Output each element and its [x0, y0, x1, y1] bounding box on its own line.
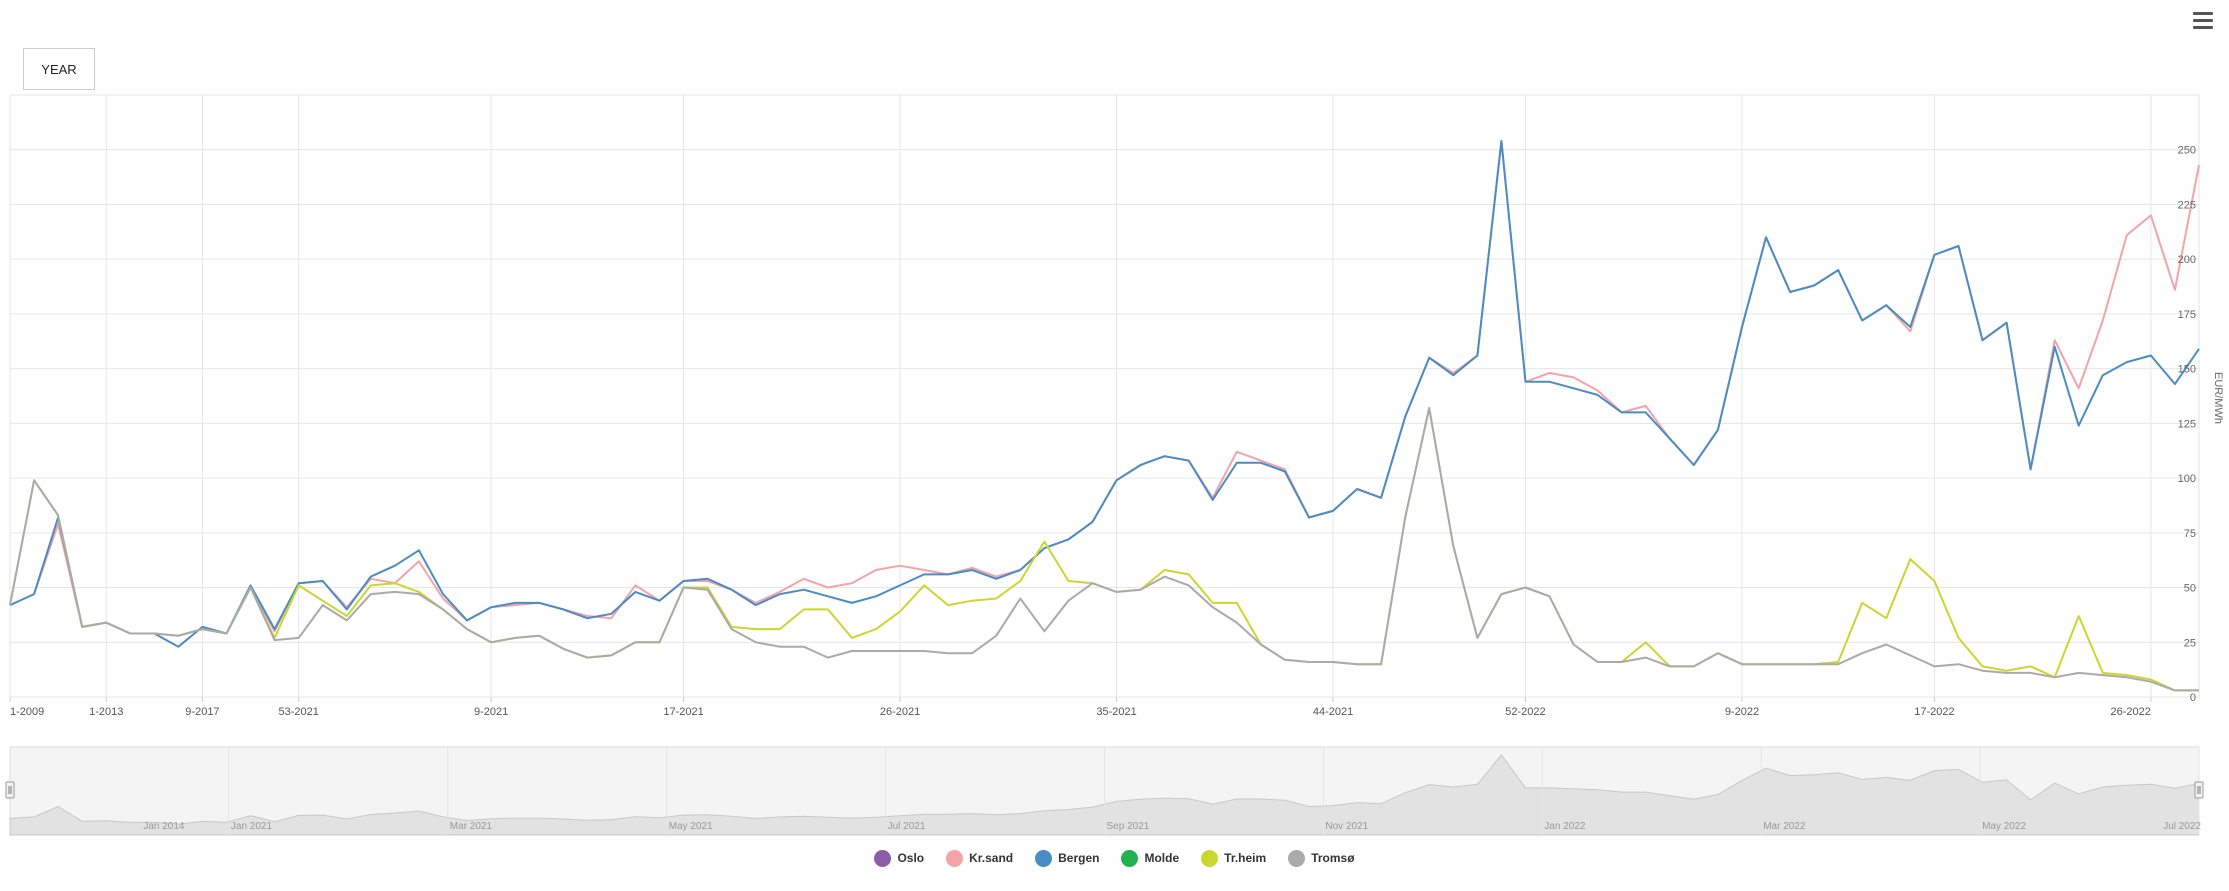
y-axis-ticks: 0 25 50 75 100 125 150 175 200 225 250: [2178, 145, 2196, 704]
x-tick-label: 17-2021: [663, 706, 703, 718]
y-tick-label: 250: [2178, 145, 2196, 157]
legend-item-bergen[interactable]: Bergen: [1035, 849, 1100, 867]
legend-marker: [1288, 849, 1306, 867]
series-line-tr-heim: [9, 407, 2199, 692]
navigator-handle-left: [5, 781, 15, 799]
legend-item-troms-[interactable]: Tromsø: [1288, 849, 1355, 867]
navigator-tick-label: Mar 2021: [450, 821, 493, 832]
plot-grid: [9, 94, 2200, 698]
legend-item-oslo[interactable]: Oslo: [874, 849, 925, 867]
y-axis-label: EUR/MWh: [2212, 372, 2224, 424]
x-tick-label: 26-2022: [2111, 706, 2151, 718]
navigator-tick-label: Jul 2022: [2163, 821, 2201, 832]
navigator-tick-label: Jan 2022: [1544, 821, 1586, 832]
chart-legend: Oslo Kr.sand Bergen Molde Tr.heim Tromsø: [0, 848, 2229, 868]
x-tick-label: 9-2017: [185, 706, 219, 718]
x-tick-label: 53-2021: [278, 706, 318, 718]
navigator-handle-right: [2194, 781, 2204, 799]
series-line-kr-sand: [9, 140, 2200, 637]
y-tick-label: 50: [2184, 583, 2196, 595]
legend-marker: [1035, 849, 1053, 867]
navigator-tick-label: Jul 2021: [888, 821, 926, 832]
navigator-tick-label: May 2021: [669, 821, 713, 832]
legend-item-molde[interactable]: Molde: [1121, 849, 1180, 867]
legend-marker: [874, 849, 892, 867]
y-tick-label: 225: [2178, 199, 2196, 211]
series-line-troms-: [9, 407, 2199, 692]
navigator-tick-label: Jan 2014: [143, 821, 185, 832]
legend-label: Bergen: [1058, 851, 1100, 865]
legend-label: Kr.sand: [969, 851, 1014, 865]
hamburger-menu-icon[interactable]: [2193, 12, 2213, 30]
legend-item-kr-sand[interactable]: Kr.sand: [946, 849, 1014, 867]
navigator-tick-label: Mar 2022: [1763, 821, 1806, 832]
navigator-frame: [9, 746, 2200, 836]
year-range-button[interactable]: YEAR: [23, 48, 95, 90]
navigator-tick-label: Sep 2021: [1107, 821, 1150, 832]
x-tick-label: 44-2021: [1313, 706, 1353, 718]
legend-marker: [1121, 849, 1139, 867]
y-tick-label: 125: [2178, 418, 2196, 430]
x-tick-label: 9-2022: [1725, 706, 1759, 718]
y-tick-label: 150: [2178, 364, 2196, 376]
x-tick-label: 1-2009: [10, 706, 44, 718]
y-tick-label: 25: [2184, 637, 2196, 649]
navigator-tick-label: Nov 2021: [1325, 821, 1368, 832]
y-tick-label: 0: [2190, 692, 2196, 704]
legend-label: Oslo: [897, 851, 925, 865]
x-tick-label: 35-2021: [1096, 706, 1136, 718]
legend-label: Tr.heim: [1224, 851, 1267, 865]
y-tick-label: 75: [2184, 528, 2196, 540]
y-tick-label: 200: [2178, 254, 2196, 266]
legend-marker: [1201, 849, 1219, 867]
x-tick-label: 9-2021: [474, 706, 508, 718]
x-tick-label: 1-2013: [89, 706, 123, 718]
legend-item-tr-heim[interactable]: Tr.heim: [1201, 849, 1267, 867]
legend-label: Tromsø: [1311, 851, 1355, 865]
x-tick-label: 26-2021: [880, 706, 920, 718]
legend-marker: [946, 849, 964, 867]
x-axis-ticks: 1-2009 1-2013 9-2017 53-2021 9-2021 17-2021 26…: [9, 697, 2152, 718]
x-tick-label: 17-2022: [1914, 706, 1954, 718]
y-tick-label: 175: [2178, 309, 2196, 321]
range-navigator: Jan 2014 Jan 2021 Mar 2021 May 2021 Jul 2021…: [5, 746, 2204, 836]
plot-lines: [9, 140, 2200, 692]
y-tick-label: 100: [2178, 473, 2196, 485]
navigator-series-area: [9, 754, 2200, 836]
series-line-bergen: [9, 140, 2200, 648]
navigator-tick-label: Jan 2021: [231, 821, 273, 832]
navigator-tick-label: May 2022: [1982, 821, 2026, 832]
x-tick-label: 52-2022: [1505, 706, 1545, 718]
plot-border: [9, 94, 2200, 698]
legend-label: Molde: [1144, 851, 1180, 865]
